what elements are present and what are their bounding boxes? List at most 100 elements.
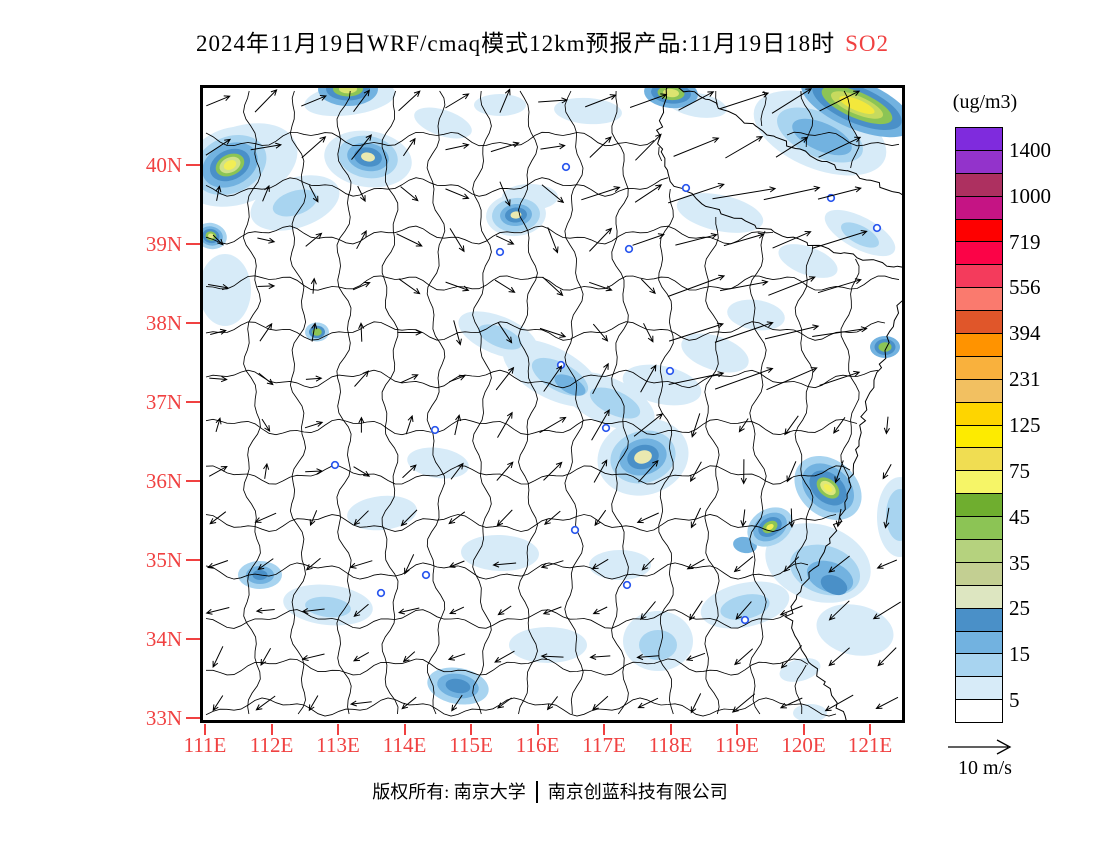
- legend-level-label: 45: [1009, 504, 1030, 529]
- wind-arrow: [668, 322, 724, 342]
- lat-tick-mark: [186, 164, 200, 166]
- so2-patch: [272, 189, 318, 217]
- wind-arrow: [404, 554, 415, 575]
- lon-tick-mark: [869, 724, 871, 735]
- wind-arrow: [540, 653, 564, 660]
- wind-arrow: [400, 186, 419, 202]
- so2-patch: [305, 596, 351, 618]
- wind-arrow: [212, 646, 224, 668]
- wind-arrow: [402, 651, 416, 663]
- so2-hotspot-ring: [445, 678, 471, 694]
- wind-arrow: [731, 693, 756, 713]
- legend-color-box: [955, 218, 1003, 243]
- legend-level-label: 25: [1009, 596, 1030, 621]
- so2-patch: [347, 495, 417, 531]
- legend-color-box: [955, 172, 1003, 197]
- lat-label: 38N: [145, 311, 182, 335]
- legend-level-label: 35: [1009, 550, 1030, 575]
- wind-arrow: [258, 372, 274, 386]
- wind-arrow: [490, 141, 520, 153]
- legend-color-box: [955, 470, 1003, 495]
- title-pollutant: SO2: [845, 31, 890, 56]
- wind-arrow: [301, 607, 325, 614]
- wind-arrow: [398, 90, 421, 112]
- legend-color-box: [955, 195, 1003, 220]
- contour-ring: [601, 423, 611, 433]
- wind-arrow: [690, 693, 702, 714]
- legend-level-label: 5: [1009, 688, 1020, 713]
- wind-arrow: [445, 188, 470, 200]
- boundary-line: [749, 230, 767, 715]
- lat-tick-mark: [186, 401, 200, 403]
- so2-patch: [589, 550, 651, 580]
- wind-arrow: [720, 279, 769, 292]
- wind-arrow: [449, 606, 465, 615]
- wind-arrow: [499, 88, 511, 113]
- legend-color-box: [955, 516, 1003, 541]
- wind-arrow: [351, 134, 373, 160]
- wind-arrow: [592, 695, 609, 711]
- wind-arrow: [447, 653, 466, 661]
- wind-arrow: [740, 459, 747, 485]
- wind-arrow: [876, 559, 897, 569]
- lon-tick-mark: [204, 724, 206, 735]
- wind-arrow: [740, 509, 747, 528]
- wind-arrow: [543, 461, 563, 481]
- wind-arrow: [784, 415, 799, 436]
- wind-arrow: [589, 653, 611, 660]
- wind-arrow: [400, 374, 419, 384]
- wind-arrow: [872, 601, 901, 620]
- boundary-line: [205, 177, 669, 197]
- lon-label: 121E: [847, 733, 893, 757]
- wind-arrow: [833, 417, 846, 434]
- legend-color-box: [955, 630, 1003, 655]
- wind-arrow: [783, 556, 800, 573]
- wind-arrow: [634, 184, 663, 203]
- wind-arrow: [714, 367, 774, 390]
- wind-arrow: [497, 697, 512, 709]
- wind-arrow: [449, 374, 466, 383]
- wind-arrow: [678, 91, 715, 111]
- boundary-line: [840, 258, 860, 484]
- wind-arrow: [875, 696, 899, 710]
- wind-arrow: [205, 138, 232, 156]
- contour-ring: [740, 615, 750, 625]
- wind-arrow: [305, 375, 323, 382]
- wind-arrow: [786, 461, 797, 483]
- wind-arrow: [835, 508, 842, 528]
- lat-tick-mark: [186, 717, 200, 719]
- wind-arrow: [883, 416, 890, 435]
- wind-arrow: [635, 133, 662, 161]
- wind-arrow: [734, 648, 754, 666]
- coastline: [784, 294, 906, 723]
- contour-ring: [681, 183, 691, 193]
- so2-patch: [792, 118, 852, 156]
- wind-arrow: [401, 696, 417, 710]
- wind-scale-label: 10 m/s: [958, 757, 1012, 779]
- wind-arrow: [640, 601, 656, 621]
- legend-level-label: 1400: [1009, 137, 1051, 162]
- wind-arrow: [497, 605, 512, 616]
- wind-arrow: [353, 89, 370, 112]
- legend-level-label: 1000: [1009, 183, 1051, 208]
- wind-arrow: [539, 416, 567, 434]
- boundary-line: [704, 217, 720, 715]
- wind-arrow: [592, 606, 608, 615]
- lat-label: 35N: [145, 548, 182, 572]
- contour-ring: [872, 223, 882, 233]
- contour-ring: [622, 580, 632, 590]
- wind-arrow: [260, 647, 272, 667]
- wind-arrow: [592, 323, 609, 342]
- wind-arrow: [210, 328, 227, 335]
- wind-arrow: [689, 600, 703, 621]
- legend-color-box: [955, 653, 1003, 678]
- lon-tick-mark: [337, 724, 339, 735]
- lat-tick-mark: [186, 559, 200, 561]
- legend-level-label: 231: [1009, 367, 1041, 392]
- legend-level-label: 556: [1009, 275, 1041, 300]
- wind-arrow: [495, 235, 515, 245]
- wind-arrow: [397, 607, 420, 615]
- lon-tick-mark: [669, 724, 672, 735]
- wind-arrow: [259, 322, 273, 342]
